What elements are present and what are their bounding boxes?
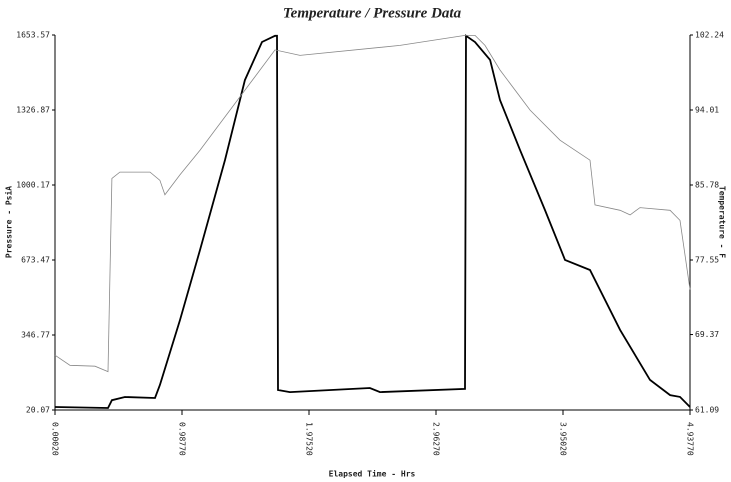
- y2-tick-label: 77.55: [695, 256, 719, 265]
- y-tick-label: 1000.17: [16, 181, 50, 190]
- x-axis-title: Elapsed Time - Hrs: [329, 469, 416, 479]
- x-tick-label: 1.97520: [305, 422, 314, 456]
- y2-tick-label: 102.24: [695, 31, 724, 40]
- y-tick-label: 346.77: [21, 331, 50, 340]
- x-tick-label: 4.93770: [686, 422, 695, 456]
- x-tick-label: 0.00020: [51, 422, 60, 456]
- series-line: [54, 34, 691, 409]
- y2-tick-label: 69.37: [695, 330, 719, 339]
- y2-tick-label: 61.09: [695, 406, 719, 415]
- chart-title: Temperature / Pressure Data: [283, 5, 462, 21]
- y2-axis-title: Temperature - F: [718, 186, 727, 258]
- y2-tick-label: 94.01: [695, 106, 719, 115]
- x-tick-label: 0.98770: [178, 422, 187, 456]
- x-tick-label: 3.95020: [559, 422, 568, 456]
- x-tick-label: 2.96270: [432, 422, 441, 456]
- y-tick-label: 673.47: [21, 256, 50, 265]
- y-tick-label: 20.07: [26, 406, 50, 415]
- y-tick-label: 1653.57: [16, 31, 50, 40]
- y2-tick-label: 85.78: [695, 181, 719, 190]
- series-line: [54, 35, 691, 373]
- y-axis-title: Pressure - PsiA: [4, 186, 14, 258]
- y-tick-label: 1326.87: [16, 106, 50, 115]
